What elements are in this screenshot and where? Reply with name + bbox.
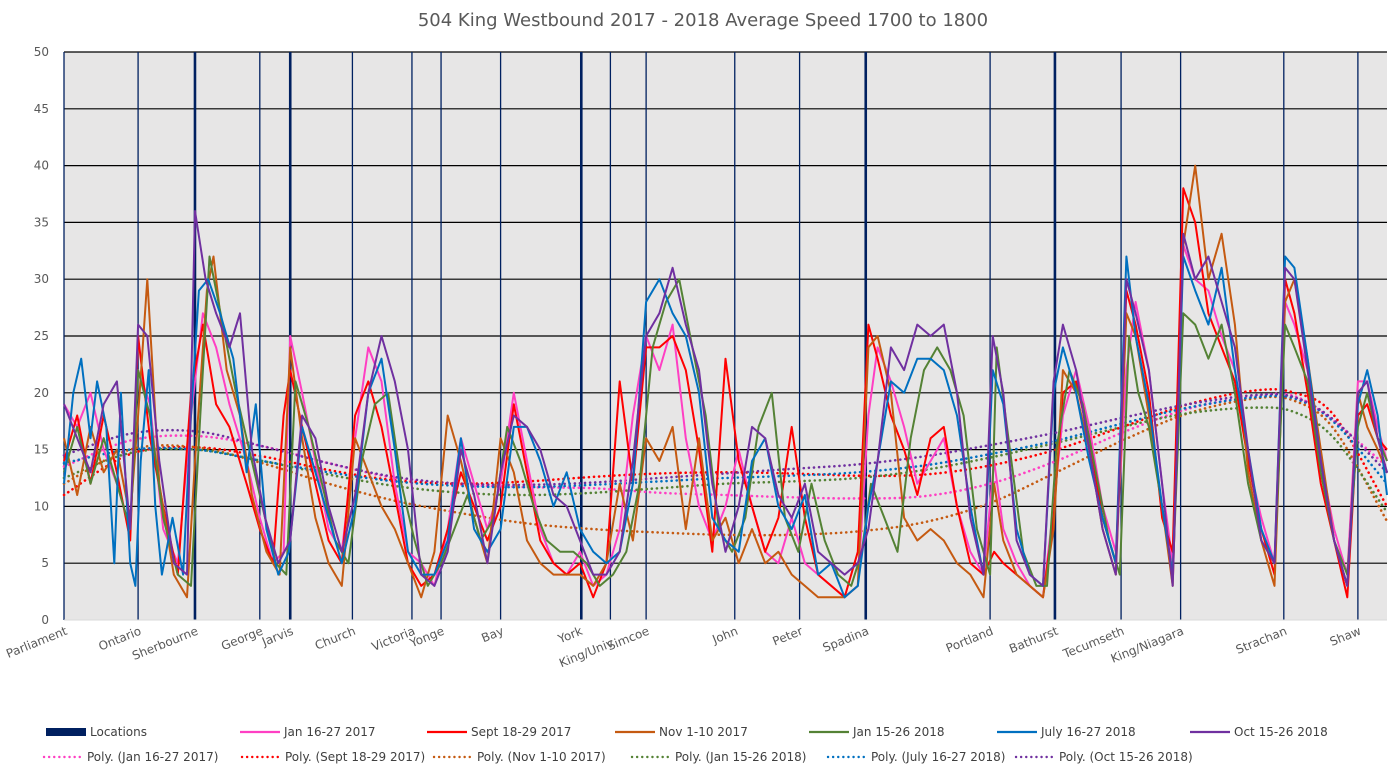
y-tick-label: 10 <box>34 499 49 513</box>
legend-label: Locations <box>90 725 147 739</box>
y-tick-label: 35 <box>34 215 49 229</box>
series-line-4 <box>63 255 1388 599</box>
y-axis-ticks: 0 5 10 15 20 25 30 35 40 45 50 <box>34 45 49 627</box>
legend-label: Poly. (Nov 1-10 2017) <box>477 750 606 764</box>
x-tick-label: John <box>710 624 740 647</box>
x-tick-label: Church <box>313 624 358 653</box>
legend-label: Jan 15-26 2018 <box>852 725 945 739</box>
legend-label: July 16-27 2018 <box>1040 725 1136 739</box>
y-tick-label: 20 <box>34 386 49 400</box>
legend-label: Sept 18-29 2017 <box>471 725 571 739</box>
y-tick-label: 25 <box>34 329 49 343</box>
y-tick-label: 30 <box>34 272 49 286</box>
x-tick-label: Parliament <box>4 624 69 661</box>
trendline-5 <box>62 392 1389 487</box>
trendline-1 <box>62 387 1389 508</box>
chart-title: 504 King Westbound 2017 - 2018 Average S… <box>418 10 988 31</box>
y-tick-label: 0 <box>41 613 49 627</box>
series-lines <box>63 164 1388 599</box>
legend-label: Nov 1-10 2017 <box>659 725 748 739</box>
y-tick-label: 50 <box>34 45 49 59</box>
legend: Locations Jan 16-27 2017 Sept 18-29 2017 No… <box>42 725 1328 764</box>
y-tick-label: 15 <box>34 443 49 457</box>
legend-label: Poly. (Jan 15-26 2018) <box>675 750 806 764</box>
trendline-3 <box>62 406 1389 514</box>
y-tick-label: 45 <box>34 102 49 116</box>
legend-label: Poly. (Oct 15-26 2018) <box>1059 750 1193 764</box>
y-tick-label: 40 <box>34 159 49 173</box>
legend-label: Poly. (Sept 18-29 2017) <box>285 750 425 764</box>
legend-label: Oct 15-26 2018 <box>1234 725 1328 739</box>
x-tick-label: Bathurst <box>1007 624 1060 656</box>
x-tick-label: York <box>555 624 584 647</box>
series-line-1 <box>63 187 1388 599</box>
x-tick-label: Bay <box>479 624 505 645</box>
series-line-5 <box>63 210 1388 587</box>
trendlines <box>62 387 1389 537</box>
legend-label: Poly. (Jan 16-27 2017) <box>87 750 218 764</box>
x-tick-label: Strachan <box>1234 624 1289 657</box>
x-tick-label: George <box>219 624 265 653</box>
x-tick-label: Shaw <box>1328 624 1363 649</box>
trendline-2 <box>62 395 1389 537</box>
y-tick-label: 5 <box>41 556 49 570</box>
legend-label: Jan 16-27 2017 <box>283 725 376 739</box>
x-tick-label: Spadina <box>821 624 871 655</box>
legend-label: Poly. (July 16-27 2018) <box>871 750 1005 764</box>
x-tick-label: Jarvis <box>259 624 295 650</box>
x-tick-label: Simcoe <box>605 624 651 653</box>
legend-swatch-locations <box>46 728 86 736</box>
x-tick-label: Sherbourne <box>130 624 200 663</box>
x-tick-label: Peter <box>771 624 805 649</box>
x-tick-label: Portland <box>944 624 995 656</box>
